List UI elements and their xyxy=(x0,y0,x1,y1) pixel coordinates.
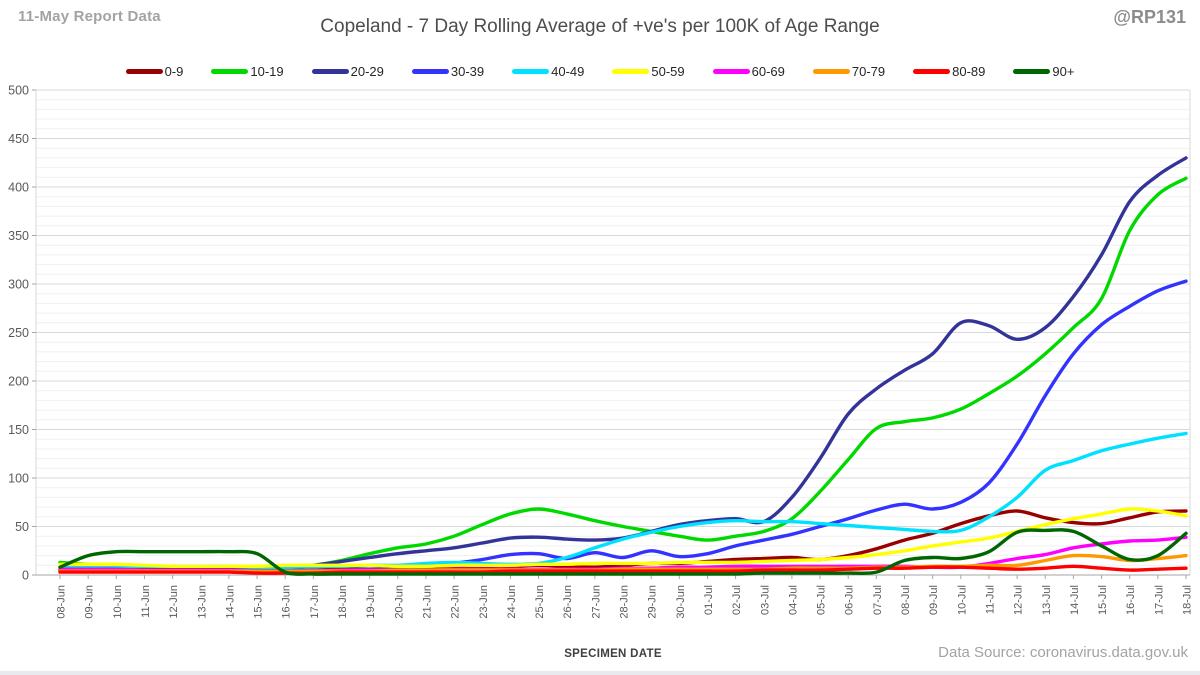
x-axis-title: SPECIMEN DATE xyxy=(564,648,662,660)
legend-item-30-39: 30-39 xyxy=(411,63,485,79)
legend-label: 80-89 xyxy=(952,63,986,79)
x-tick-label: 27-Jun xyxy=(590,585,602,619)
legend-label: 30-39 xyxy=(450,63,485,79)
x-tick-label: 16-Jun xyxy=(281,585,293,619)
x-tick-label: 10-Jun xyxy=(112,585,124,619)
series-line-50-59 xyxy=(58,507,1188,569)
x-tick-label: 09-Jul xyxy=(928,585,940,615)
x-tick-label: 11-Jun xyxy=(140,585,152,618)
x-tick-label: 13-Jun xyxy=(196,585,208,619)
report-label: 11-May Report Data xyxy=(18,8,161,25)
x-tick-label: 22-Jun xyxy=(450,585,462,619)
legend-swatch xyxy=(812,68,850,74)
x-tick-label: 07-Jul xyxy=(872,585,884,615)
legend-label: 20-29 xyxy=(350,63,384,79)
x-tick-label: 21-Jun xyxy=(421,585,433,619)
author-handle: @RP131 xyxy=(1113,7,1186,27)
y-tick-label: 450 xyxy=(8,132,29,146)
x-tick-label: 14-Jul xyxy=(1069,585,1081,615)
y-tick-label: 100 xyxy=(8,472,29,486)
series-line-40-49 xyxy=(58,431,1188,570)
x-tick-label: 02-Jul xyxy=(731,585,743,615)
x-tick-label: 04-Jul xyxy=(787,585,799,615)
x-tick-label: 13-Jul xyxy=(1041,585,1053,615)
y-tick-label: 350 xyxy=(8,229,29,243)
y-tick-label: 250 xyxy=(8,326,29,340)
x-tick-label: 12-Jun xyxy=(168,585,180,619)
y-tick-label: 200 xyxy=(8,375,29,389)
legend-swatch xyxy=(125,68,163,74)
legend-item-60-69: 60-69 xyxy=(712,63,785,79)
legend-label: 60-69 xyxy=(751,63,785,79)
series-line-80-89 xyxy=(58,564,1188,575)
legend-label: 50-59 xyxy=(651,63,685,79)
x-tick-label: 12-Jul xyxy=(1013,585,1025,615)
x-tick-label: 30-Jun xyxy=(675,585,687,619)
legend-swatch xyxy=(311,68,349,74)
x-tick-label: 10-Jul xyxy=(956,585,968,615)
legend-swatch xyxy=(1013,68,1051,74)
y-tick-label: 400 xyxy=(8,181,29,195)
y-tick-label: 0 xyxy=(22,569,29,583)
x-tick-label: 15-Jul xyxy=(1097,585,1109,615)
x-tick-label: 26-Jun xyxy=(562,585,574,619)
x-tick-label: 28-Jun xyxy=(619,585,631,619)
x-tick-label: 16-Jul xyxy=(1125,585,1137,615)
y-tick-label: 500 xyxy=(8,84,29,98)
legend-label: 90+ xyxy=(1052,63,1075,79)
x-tick-label: 24-Jun xyxy=(506,585,518,619)
series-line-90plus xyxy=(58,528,1188,576)
y-tick-label: 150 xyxy=(8,423,29,437)
x-tick-label: 08-Jul xyxy=(900,585,912,615)
x-tick-label: 20-Jun xyxy=(393,585,405,619)
legend-swatch xyxy=(211,68,249,74)
legend-label: 70-79 xyxy=(851,63,886,79)
legend-swatch xyxy=(712,68,750,74)
x-tick-label: 17-Jun xyxy=(309,585,321,619)
page-title: Copeland - 7 Day Rolling Average of +ve'… xyxy=(320,16,880,37)
legend-swatch xyxy=(913,68,951,74)
x-tick-label: 23-Jun xyxy=(478,585,490,619)
legend-swatch xyxy=(411,68,449,74)
chart-legend: 0-9 10-19 20-29 30-39 40-49 50-59 60-69 70-79 80… xyxy=(0,61,1200,81)
x-tick-label: 18-Jun xyxy=(337,585,349,619)
legend-item-40-49: 40-49 xyxy=(512,64,584,79)
x-tick-label: 05-Jul xyxy=(816,585,828,615)
series-line-20-29 xyxy=(58,156,1188,572)
x-tick-label: 17-Jul xyxy=(1153,585,1165,615)
y-tick-label: 50 xyxy=(15,520,29,534)
legend-label: 10-19 xyxy=(250,63,284,79)
x-tick-label: 06-Jul xyxy=(844,585,856,615)
legend-item-10-19: 10-19 xyxy=(211,63,284,79)
legend-swatch xyxy=(612,68,650,74)
x-tick-label: 11-Jul xyxy=(984,585,996,614)
x-tick-label: 29-Jun xyxy=(647,585,659,619)
series-line-70-79 xyxy=(58,553,1188,573)
legend-item-70-79: 70-79 xyxy=(812,63,886,79)
legend-item-50-59: 50-59 xyxy=(612,63,685,79)
legend-item-90plus: 90+ xyxy=(1013,64,1074,79)
x-tick-label: 19-Jun xyxy=(365,585,377,619)
x-tick-label: 25-Jun xyxy=(534,585,546,619)
x-tick-label: 01-Jul xyxy=(703,585,715,615)
x-tick-label: 09-Jun xyxy=(84,585,96,619)
x-tick-label: 14-Jun xyxy=(224,585,236,619)
y-tick-label: 300 xyxy=(8,278,29,292)
x-tick-label: 15-Jun xyxy=(253,585,265,619)
legend-label: 0-9 xyxy=(164,63,184,79)
data-source-label: Data Source: coronavirus.data.gov.uk xyxy=(938,644,1188,661)
x-tick-label: 18-Jul xyxy=(1182,585,1194,615)
legend-item-0-9: 0-9 xyxy=(125,63,184,79)
window-edge xyxy=(0,671,1200,675)
legend-label: 40-49 xyxy=(551,63,585,79)
x-tick-label: 08-Jun xyxy=(56,585,68,619)
legend-item-80-89: 80-89 xyxy=(913,64,985,79)
legend-swatch xyxy=(512,68,550,74)
legend-item-20-29: 20-29 xyxy=(311,63,384,79)
x-tick-label: 03-Jul xyxy=(759,585,771,615)
